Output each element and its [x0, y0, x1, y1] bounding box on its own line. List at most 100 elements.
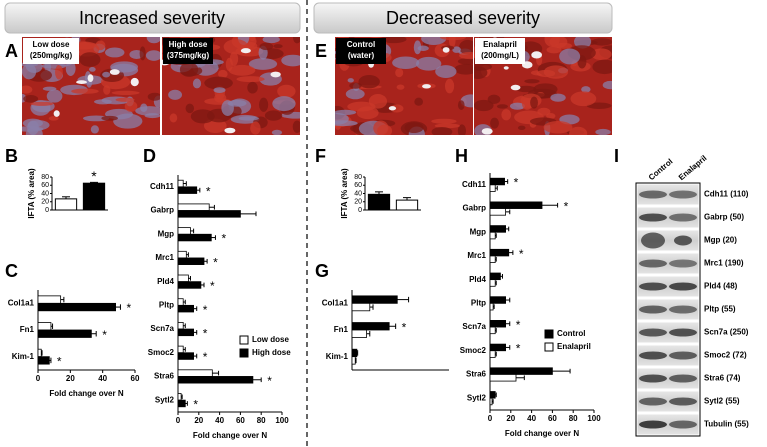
texture [481, 128, 493, 135]
texture [380, 37, 407, 44]
bar [177, 281, 202, 289]
category-label: Col1a1 [8, 298, 35, 307]
texture [89, 67, 96, 72]
blot-band [639, 328, 667, 337]
texture [559, 48, 581, 65]
blot-band [669, 259, 697, 268]
texture [277, 84, 296, 98]
texture [395, 68, 404, 78]
texture [46, 89, 63, 103]
bar [489, 343, 507, 352]
bar [54, 198, 78, 211]
texture [521, 98, 533, 110]
significance: * [203, 350, 208, 364]
bar [395, 199, 419, 211]
bar [37, 302, 116, 312]
x-tick-label: 60 [236, 416, 245, 425]
blot-band [639, 420, 667, 429]
blot-label: Cdh11 (110) [704, 190, 749, 199]
blot-label: Pltp (55) [704, 305, 736, 314]
bar [489, 320, 507, 328]
category-label: Kim-1 [326, 352, 349, 361]
x-tick-label: 80 [257, 416, 266, 425]
texture [457, 124, 467, 135]
category-label: Kim-1 [12, 352, 35, 361]
texture [459, 52, 473, 60]
x-tick-label: 60 [548, 414, 557, 423]
bar [177, 179, 184, 188]
texture [569, 126, 588, 135]
category-label: Pld4 [469, 275, 486, 284]
texture [533, 83, 558, 96]
label-box [336, 38, 386, 64]
texture [454, 63, 473, 75]
texture [431, 118, 457, 124]
texture [459, 39, 473, 55]
bar [177, 203, 210, 211]
bar [351, 329, 367, 338]
bar [177, 399, 186, 408]
category-label: Sytl2 [155, 395, 175, 404]
blot-label: Gabrp (50) [704, 213, 744, 222]
blot-band [669, 351, 697, 360]
texture [373, 120, 389, 135]
texture [224, 127, 236, 134]
blot-label: Mrc1 (190) [704, 259, 744, 268]
bar [489, 272, 501, 281]
blot-label: Sytl2 (55) [704, 397, 740, 406]
label-box [23, 38, 79, 64]
label-box [163, 38, 213, 64]
blot-label: Mgp (20) [704, 236, 737, 245]
blot-band [669, 328, 697, 337]
blot-strip [636, 275, 700, 298]
texture [496, 104, 509, 109]
texture [501, 109, 512, 121]
bar [367, 193, 391, 211]
bar [177, 393, 182, 401]
texture [213, 87, 226, 93]
blot-column: Control [647, 157, 675, 182]
blot-label: Scn7a (250) [704, 328, 749, 337]
x-tick-label: 80 [569, 414, 578, 423]
panel-letter: A [5, 41, 18, 61]
texture [358, 75, 380, 89]
texture [179, 62, 199, 77]
texture [392, 56, 420, 70]
texture [457, 58, 473, 65]
texture [270, 71, 281, 78]
y-tick-label: 60 [41, 182, 49, 189]
category-label: Col1a1 [322, 298, 349, 307]
blot-band [639, 305, 667, 314]
legend-label: Enalapril [557, 342, 591, 351]
significance: * [102, 328, 107, 342]
texture [345, 88, 365, 100]
micrograph-label: Control [347, 40, 375, 49]
texture [42, 86, 57, 91]
bar [177, 257, 205, 265]
bar [351, 348, 358, 358]
bar [489, 367, 553, 375]
texture [595, 128, 611, 135]
texture [490, 117, 499, 129]
texture [474, 99, 494, 112]
category-label: Sytl2 [467, 393, 487, 402]
blot-band [641, 232, 665, 249]
texture [221, 100, 234, 116]
texture [139, 46, 146, 61]
y-tick-label: 0 [45, 207, 49, 214]
blot-band [639, 282, 667, 291]
texture [543, 121, 573, 134]
bar [489, 302, 494, 311]
texture [48, 116, 59, 121]
texture [214, 93, 227, 103]
legend-swatch [239, 335, 249, 345]
texture [53, 110, 60, 117]
micrograph-label: (200mg/L) [481, 51, 519, 60]
blot-label: Smoc2 (72) [704, 351, 747, 360]
micrograph-label: Enalapril [483, 40, 517, 49]
significance: * [57, 355, 62, 369]
x-tick-label: 40 [215, 416, 224, 425]
texture [192, 78, 202, 89]
category-label: Mgp [158, 229, 175, 238]
bar [177, 186, 198, 194]
